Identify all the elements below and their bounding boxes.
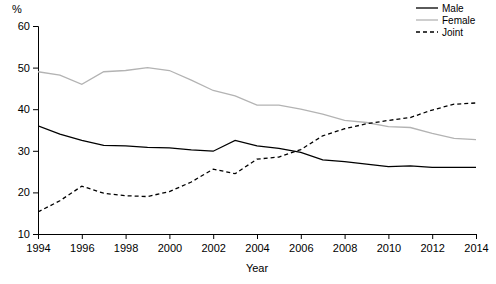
y-tick-label: 60 <box>18 20 30 32</box>
x-tick: 1996 <box>70 234 94 254</box>
plot-area <box>38 68 476 212</box>
x-tick: 2002 <box>201 234 225 254</box>
y-tick-mark <box>33 151 38 152</box>
legend: MaleFemaleJoint <box>416 3 476 38</box>
chart: 1994199619982000200220042006200820102012… <box>0 0 496 284</box>
y-tick-label: 50 <box>18 62 30 74</box>
y-tick-label: 40 <box>18 103 30 115</box>
legend-label: Female <box>442 15 476 26</box>
y-tick-mark <box>33 234 38 235</box>
y-tick: 50 <box>18 62 38 74</box>
legend-swatch <box>416 19 438 20</box>
x-tick-label: 1994 <box>26 242 50 254</box>
y-tick-mark <box>33 192 38 193</box>
x-tick-mark <box>213 234 214 239</box>
x-tick-label: 2008 <box>333 242 357 254</box>
y-tick: 30 <box>18 145 38 157</box>
x-tick-mark <box>345 234 346 239</box>
y-tick-mark <box>33 109 38 110</box>
legend-swatch <box>416 31 438 32</box>
series-line <box>38 68 476 140</box>
y-tick-label: 20 <box>18 186 30 198</box>
y-axis-title: % <box>12 3 22 15</box>
legend-label: Joint <box>442 27 463 38</box>
x-tick-mark <box>388 234 389 239</box>
y-tick-mark <box>33 68 38 69</box>
y-tick: 20 <box>18 186 38 198</box>
x-tick-label: 2010 <box>377 242 401 254</box>
x-tick-mark <box>476 234 477 239</box>
y-tick: 10 <box>18 228 38 240</box>
legend-label: Male <box>442 3 464 14</box>
y-tick-label: 10 <box>18 228 30 240</box>
x-tick: 2010 <box>377 234 401 254</box>
x-tick-label: 2000 <box>158 242 182 254</box>
y-tick: 40 <box>18 103 38 115</box>
legend-entry: Female <box>416 15 476 26</box>
legend-entry: Joint <box>416 27 463 38</box>
x-tick-label: 2014 <box>464 242 488 254</box>
y-tick-label: 30 <box>18 145 30 157</box>
x-tick: 2000 <box>158 234 182 254</box>
x-tick-mark <box>432 234 433 239</box>
x-tick-mark <box>82 234 83 239</box>
x-tick-label: 2004 <box>245 242 269 254</box>
y-axis: 10 20 30 40 50 60 <box>18 20 39 240</box>
x-tick: 2014 <box>464 234 488 254</box>
x-tick-label: 2006 <box>289 242 313 254</box>
x-tick-mark <box>257 234 258 239</box>
x-tick-label: 2002 <box>201 242 225 254</box>
x-axis-line <box>39 235 477 240</box>
legend-swatch <box>416 7 438 8</box>
x-tick-mark <box>301 234 302 239</box>
series-line <box>38 126 476 168</box>
x-tick: 2004 <box>245 234 269 254</box>
x-tick: 2008 <box>333 234 357 254</box>
x-axis-title: Year <box>246 262 269 274</box>
x-axis: 1994 1996 1998 2000 2002 2004 2006 2008 2010 2012… <box>26 234 488 254</box>
x-tick-mark <box>169 234 170 239</box>
x-tick-label: 1996 <box>70 242 94 254</box>
x-tick-mark <box>126 234 127 239</box>
y-tick-mark <box>33 26 38 27</box>
y-tick: 60 <box>18 20 38 32</box>
y-axis-line <box>33 27 39 235</box>
x-tick-label: 1998 <box>114 242 138 254</box>
x-tick-label: 2012 <box>420 242 444 254</box>
legend-entry: Male <box>416 3 464 14</box>
x-tick: 2006 <box>289 234 313 254</box>
series-line <box>38 103 476 212</box>
x-tick: 2012 <box>420 234 444 254</box>
x-tick: 1998 <box>114 234 138 254</box>
